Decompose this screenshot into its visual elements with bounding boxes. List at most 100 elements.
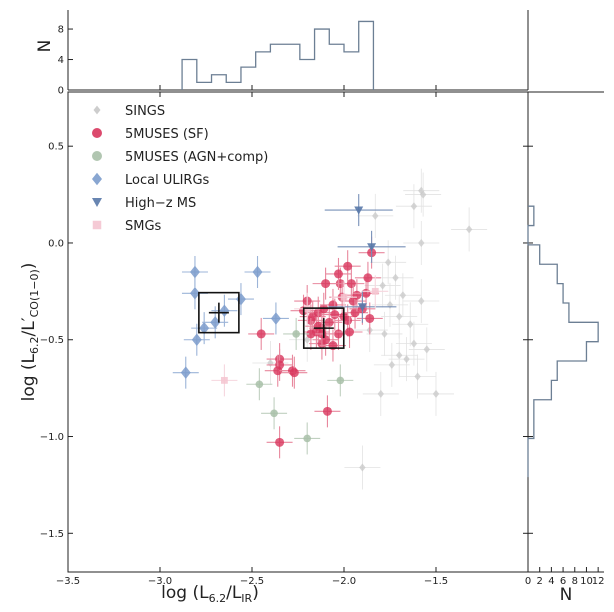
series-5muses-agn-comp-	[246, 317, 354, 455]
right-hist-x-tick-label: 6	[560, 576, 566, 587]
data-point	[199, 321, 210, 335]
legend-entry: SMGs	[92, 219, 162, 234]
data-point	[407, 320, 414, 329]
legend-label: 5MUSES (AGN+comp)	[125, 150, 268, 165]
right-hist-x-tick-label: 4	[548, 576, 554, 587]
legend-marker	[92, 172, 102, 186]
data-point	[189, 287, 200, 300]
data-point	[418, 297, 425, 306]
data-point	[414, 372, 421, 381]
data-point	[465, 225, 473, 234]
data-point	[333, 269, 343, 279]
top-histogram-steps	[181, 20, 375, 90]
data-point	[371, 287, 379, 295]
data-point	[189, 265, 200, 279]
x-tick-label: −2.0	[332, 576, 356, 587]
data-point	[403, 355, 410, 364]
data-point	[270, 409, 278, 418]
data-point	[336, 376, 345, 385]
x-tick-label: −3.5	[56, 576, 80, 587]
legend-entry: 5MUSES (AGN+comp)	[92, 150, 268, 165]
series-sings	[252, 168, 488, 490]
data-point	[388, 360, 396, 369]
x-axis-label: log (L6.2/LIR)	[161, 583, 259, 605]
right-hist-x-tick-label: 8	[572, 576, 578, 587]
data-point	[221, 376, 228, 384]
median-box-2	[302, 307, 345, 349]
legend-label: SINGS	[125, 104, 165, 119]
data-point	[384, 258, 392, 267]
top-hist-y-tick-label: 4	[58, 55, 64, 66]
top-hist-y-tick-label: 8	[58, 25, 64, 36]
data-point	[330, 310, 340, 320]
x-tick-label: −2.5	[240, 576, 264, 587]
right-hist-x-tick-label: 2	[537, 576, 543, 587]
x-tick-label: −1.5	[424, 576, 448, 587]
data-point	[273, 366, 283, 376]
data-point	[306, 329, 316, 339]
legend-label: High−z MS	[125, 196, 196, 211]
x-tick-label: −3.0	[148, 576, 172, 587]
median-box-frame	[302, 307, 345, 349]
legend-marker	[93, 105, 101, 115]
y-tick-label: 0.0	[48, 238, 64, 249]
data-point	[363, 273, 373, 283]
data-point	[419, 190, 427, 199]
data-point	[432, 389, 440, 398]
data-point	[292, 330, 300, 338]
legend-entry: 5MUSES (SF)	[92, 127, 209, 142]
data-point	[235, 292, 246, 306]
data-point	[357, 303, 367, 312]
right-histogram-steps	[527, 205, 599, 478]
legend-label: Local ULIRGs	[125, 173, 210, 188]
top-hist-y-tick-label: 0	[58, 86, 64, 97]
median-box-1	[198, 291, 240, 334]
legend-label: 5MUSES (SF)	[125, 127, 209, 142]
y-tick-label: −1.5	[40, 529, 64, 540]
y-tick-label: −1.0	[40, 432, 64, 443]
right-hist-xlabel: N	[560, 585, 573, 605]
data-point	[333, 329, 343, 339]
median-box-frame	[198, 291, 240, 334]
data-point	[289, 368, 299, 378]
data-point	[321, 279, 331, 289]
data-point	[372, 211, 379, 220]
data-point	[256, 329, 266, 339]
legend-entry: High−z MS	[92, 196, 196, 211]
data-point	[219, 304, 230, 317]
data-point	[381, 329, 388, 338]
data-point	[191, 333, 202, 346]
data-point	[345, 327, 355, 337]
data-point	[377, 389, 384, 398]
data-point	[343, 261, 353, 271]
data-point	[359, 463, 366, 472]
data-point	[365, 313, 375, 323]
data-point	[367, 243, 377, 252]
data-point	[270, 312, 281, 325]
data-point	[399, 291, 407, 300]
right-hist-x-tick-label: 0	[525, 576, 531, 587]
legend-marker	[92, 220, 102, 230]
data-point	[340, 293, 348, 301]
y-tick-label: 0.5	[48, 142, 64, 153]
right-hist-x-tick-label: 10	[580, 576, 593, 587]
top-histogram-panel: 0 4 8	[58, 10, 529, 97]
data-point	[267, 358, 274, 367]
data-point	[180, 366, 191, 379]
y-axis-label: log (L6.2/L′CO(1−0))	[19, 263, 41, 402]
data-point	[255, 380, 264, 389]
legend-marker	[92, 128, 102, 138]
data-point	[396, 351, 403, 360]
data-point	[423, 345, 430, 354]
data-point	[379, 281, 386, 290]
data-point	[410, 339, 418, 348]
data-point	[252, 265, 263, 279]
data-point	[386, 300, 394, 309]
legend-marker	[92, 151, 102, 161]
right-hist-x-tick-label: 12	[592, 576, 605, 587]
data-point	[303, 434, 312, 443]
series-high-z-ms	[324, 194, 406, 323]
data-point	[210, 316, 221, 329]
